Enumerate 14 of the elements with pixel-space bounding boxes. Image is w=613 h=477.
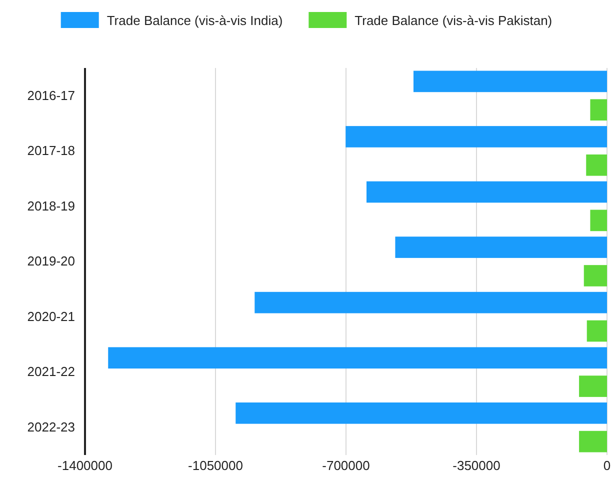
y-tick-label: 2021-22 xyxy=(27,364,75,380)
legend-label: Trade Balance (vis-à-vis India) xyxy=(106,13,283,28)
y-tick-label: 2022-23 xyxy=(27,420,75,435)
x-tick-label: -700000 xyxy=(322,458,370,474)
x-tick-label: -350000 xyxy=(452,458,500,474)
x-tick-label: 0 xyxy=(603,458,611,474)
y-tick-label: 2020-21 xyxy=(27,308,75,324)
x-tick-label: -1400000 xyxy=(58,458,112,474)
y-tick-label: 2018-19 xyxy=(27,198,75,214)
y-tick-label: 2016-17 xyxy=(27,88,75,103)
legend-label: Trade Balance (vis-à-vis Pakistan) xyxy=(354,13,552,28)
y-tick-label: 2017-18 xyxy=(27,143,75,158)
x-tick-label: -1050000 xyxy=(188,458,243,474)
y-tick-label: 2019-20 xyxy=(27,254,75,269)
